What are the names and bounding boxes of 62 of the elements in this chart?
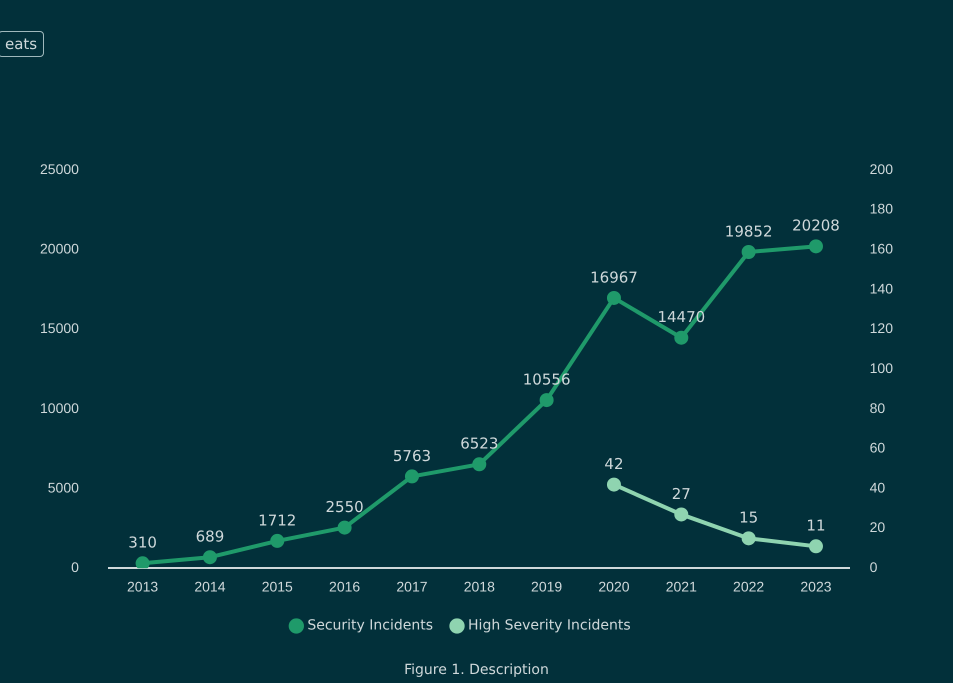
data-label: 14470	[657, 308, 706, 326]
data-label: 2550	[326, 498, 364, 516]
point	[674, 507, 688, 522]
point	[270, 534, 284, 548]
point	[404, 469, 419, 484]
point	[606, 478, 621, 492]
x-tick-label: 2023	[800, 578, 832, 594]
x-tick-label: 2019	[531, 578, 562, 594]
y-tick-label: 5000	[48, 479, 80, 496]
y2-tick-label: 160	[870, 240, 894, 256]
data-label: 20208	[792, 216, 840, 235]
x-tick-label: 2018	[464, 578, 496, 594]
x-tick-label: 2013	[127, 578, 158, 594]
y-tick-label: 15000	[40, 320, 80, 336]
x-tick-label: 2020	[598, 578, 630, 594]
point	[540, 393, 554, 408]
data-label: 689	[196, 528, 224, 546]
point	[136, 556, 150, 568]
data-label: 16967	[590, 268, 638, 286]
y2-tick-label: 60	[870, 440, 886, 456]
y2-tick-label: 180	[870, 200, 894, 217]
data-label: 15	[739, 508, 758, 527]
point	[338, 520, 352, 535]
y2-tick-label: 80	[870, 400, 886, 416]
data-label: 5763	[392, 446, 432, 465]
x-tick-label: 2017	[396, 578, 428, 594]
y-tick-label: 25000	[40, 160, 80, 177]
point	[202, 550, 217, 564]
text: eats	[0, 31, 44, 57]
y2-tick-label: 140	[870, 280, 894, 296]
legend-label: Security Incidents	[307, 618, 434, 634]
data-label: 310	[128, 534, 157, 552]
x-tick-label: 2021	[666, 578, 698, 594]
y-tick-label: 0	[71, 559, 80, 576]
point	[742, 531, 756, 546]
y2-tick-label: 200	[870, 160, 894, 177]
data-label: 42	[604, 454, 624, 473]
x-tick-label: 2015	[262, 578, 294, 594]
point	[674, 330, 688, 345]
data-label: 11	[806, 516, 826, 535]
data-label: 1712	[258, 511, 296, 530]
legend-label: High Severity Incidents	[468, 618, 631, 634]
x-tick-label: 2014	[194, 578, 226, 594]
point	[606, 290, 621, 305]
y2-tick-label: 20	[870, 519, 886, 536]
data-label: 10556	[522, 370, 570, 388]
data-label: 6523	[460, 434, 498, 453]
point	[808, 239, 823, 254]
x-tick-label: 2022	[733, 578, 764, 594]
point	[472, 457, 486, 472]
y2-tick-label: 100	[870, 360, 894, 376]
y2-tick-label: 40	[870, 479, 886, 496]
x-tick-label: 2016	[329, 578, 360, 594]
data-label: 27	[672, 484, 691, 503]
point	[808, 539, 823, 554]
y2-tick-label: 0	[870, 559, 878, 576]
data-label: 19852	[724, 222, 772, 240]
caption: Figure 1. Description	[403, 662, 550, 678]
y2-tick-label: 120	[870, 320, 894, 336]
y-tick-label: 10000	[40, 400, 80, 416]
point	[742, 245, 756, 259]
y-tick-label: 20000	[40, 240, 80, 256]
